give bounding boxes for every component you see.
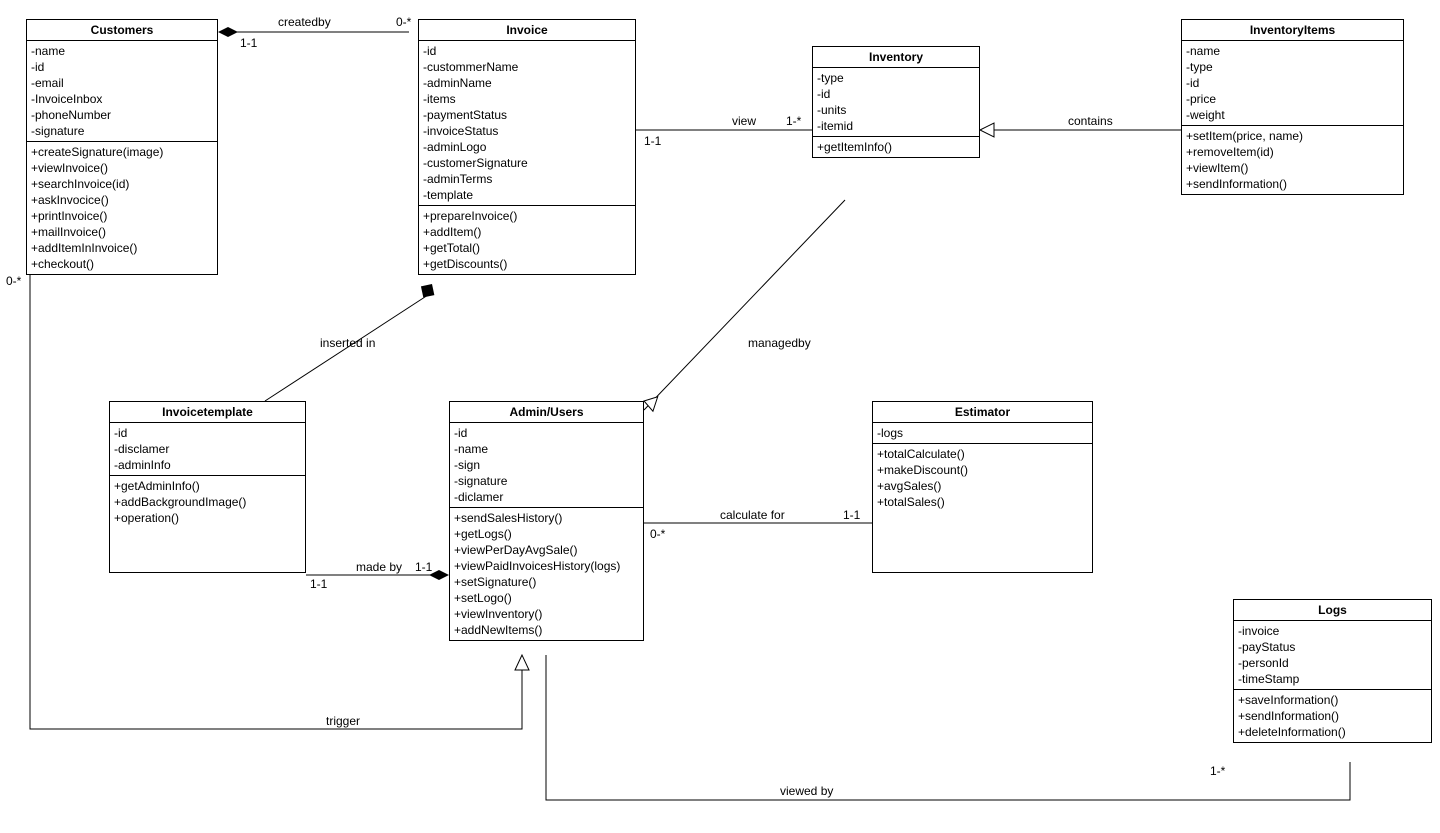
class-title: Logs: [1234, 600, 1431, 621]
mult-calcfor-to: 1-1: [843, 508, 860, 522]
attributes-section: -logs: [873, 423, 1092, 444]
label-viewedby: viewed by: [780, 784, 833, 798]
label-contains: contains: [1068, 114, 1113, 128]
class-title: Invoicetemplate: [110, 402, 305, 423]
label-madeby: made by: [356, 560, 402, 574]
mult-createdby-from: 1-1: [240, 36, 257, 50]
attributes-section: -id -name -sign -signature -diclamer: [450, 423, 643, 508]
methods-section: +getItemInfo(): [813, 137, 979, 157]
class-customers: Customers -name -id -email -InvoiceInbox…: [26, 19, 218, 275]
class-invoice: Invoice -id -custommerName -adminName -i…: [418, 19, 636, 275]
label-managedby: managedby: [748, 336, 811, 350]
label-view: view: [732, 114, 756, 128]
label-calcfor: calculate for: [720, 508, 785, 522]
class-invoice-template: Invoicetemplate -id -disclamer -adminInf…: [109, 401, 306, 573]
methods-section: +sendSalesHistory() +getLogs() +viewPerD…: [450, 508, 643, 640]
mult-view-from: 1-1: [644, 134, 661, 148]
label-inserted: inserted in: [320, 336, 375, 350]
class-logs: Logs -invoice -payStatus -personId -time…: [1233, 599, 1432, 743]
class-title: Admin/Users: [450, 402, 643, 423]
class-inventory-items: InventoryItems -name -type -id -price -w…: [1181, 19, 1404, 195]
attributes-section: -name -id -email -InvoiceInbox -phoneNum…: [27, 41, 217, 142]
attributes-section: -name -type -id -price -weight: [1182, 41, 1403, 126]
methods-section: +createSignature(image) +viewInvoice() +…: [27, 142, 217, 274]
class-title: Invoice: [419, 20, 635, 41]
attributes-section: -id -custommerName -adminName -items -pa…: [419, 41, 635, 206]
mult-viewedby: 1-*: [1210, 764, 1225, 778]
mult-createdby-to: 0-*: [396, 15, 411, 29]
class-title: Estimator: [873, 402, 1092, 423]
class-inventory: Inventory -type -id -units -itemid +getI…: [812, 46, 980, 158]
methods-section: +setItem(price, name) +removeItem(id) +v…: [1182, 126, 1403, 194]
attributes-section: -type -id -units -itemid: [813, 68, 979, 137]
attributes-section: -id -disclamer -adminInfo: [110, 423, 305, 476]
class-estimator: Estimator -logs +totalCalculate() +makeD…: [872, 401, 1093, 573]
class-admin-users: Admin/Users -id -name -sign -signature -…: [449, 401, 644, 641]
mult-madeby-from: 1-1: [310, 577, 327, 591]
label-trigger: trigger: [326, 714, 360, 728]
attributes-section: -invoice -payStatus -personId -timeStamp: [1234, 621, 1431, 690]
methods-section: +saveInformation() +sendInformation() +d…: [1234, 690, 1431, 742]
label-createdby: createdby: [278, 15, 331, 29]
methods-section: +totalCalculate() +makeDiscount() +avgSa…: [873, 444, 1092, 512]
methods-section: +getAdminInfo() +addBackgroundImage() +o…: [110, 476, 305, 528]
mult-calcfor-from: 0-*: [650, 527, 665, 541]
class-title: Customers: [27, 20, 217, 41]
mult-trigger: 0-*: [6, 274, 21, 288]
class-title: Inventory: [813, 47, 979, 68]
class-title: InventoryItems: [1182, 20, 1403, 41]
mult-view-to: 1-*: [786, 114, 801, 128]
methods-section: +prepareInvoice() +addItem() +getTotal()…: [419, 206, 635, 274]
mult-madeby-to: 1-1: [415, 560, 432, 574]
